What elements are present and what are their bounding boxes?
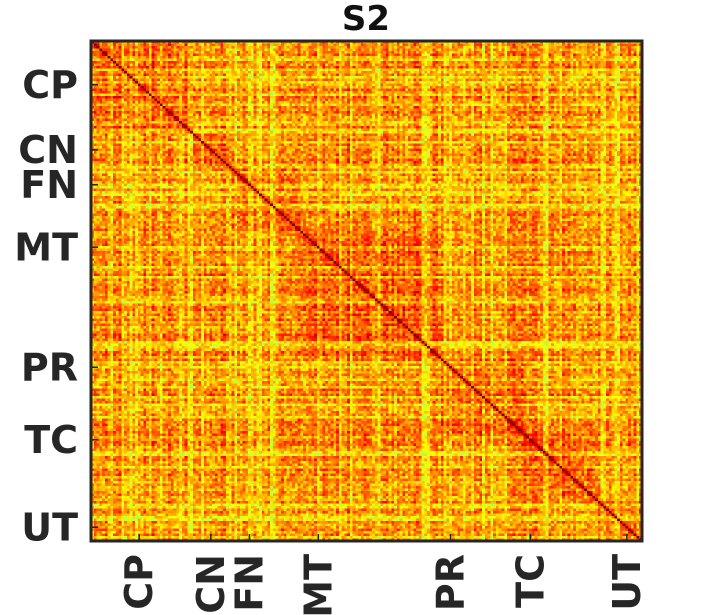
x-tick-label-cp: CP [117,554,161,610]
x-tick-label-ut: UT [605,554,649,611]
plot-frame [89,39,644,543]
y-tick-label-fn: FN [20,163,78,207]
chart-title: S2 [342,0,390,39]
y-tick-label-pr: PR [21,345,78,389]
y-tick-label-ut: UT [21,505,78,549]
y-tick-label-cn: CN [18,128,78,172]
y-tick-label-cp: CP [22,63,78,107]
x-tick-label-cn: CN [189,554,233,614]
y-tick-label-mt: MT [14,225,78,269]
y-tick-label-tc: TC [24,418,78,462]
heatmap-matrix [91,41,642,541]
x-tick-label-pr: PR [429,554,473,611]
x-tick-label-mt: MT [296,554,340,615]
x-tick-label-tc: TC [508,554,552,608]
heatmap-cells [91,41,642,541]
x-tick-label-fn: FN [227,554,271,612]
